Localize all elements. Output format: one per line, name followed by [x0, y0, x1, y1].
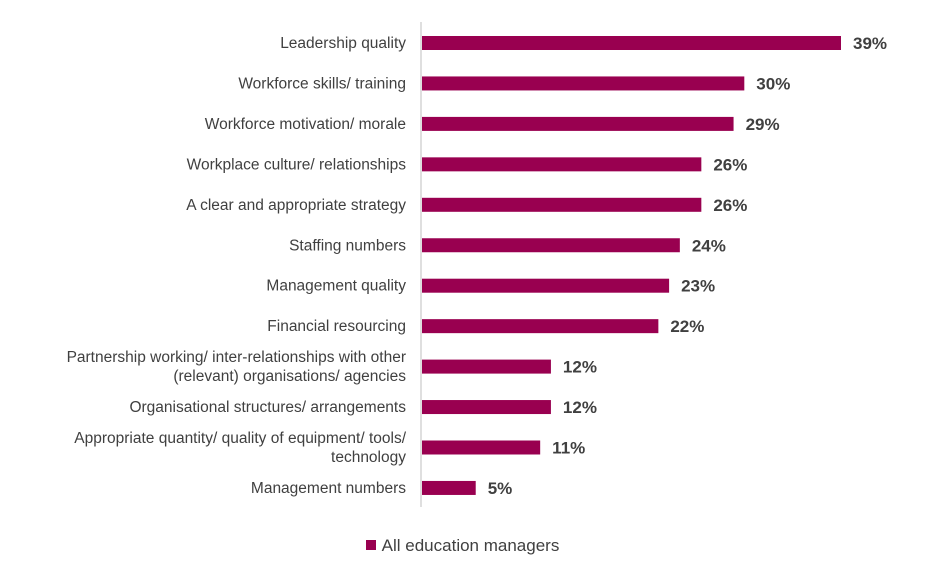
category-label-line: Management numbers [251, 480, 406, 497]
category-label-line: Leadership quality [280, 35, 406, 52]
data-label: 12% [563, 398, 597, 417]
legend-label: All education managers [381, 536, 560, 555]
bar [422, 278, 670, 293]
bar [422, 359, 551, 374]
category-label: A clear and appropriate strategy [186, 197, 406, 214]
category-label-line: Partnership working/ inter-relationships… [67, 349, 406, 366]
data-label: 11% [552, 439, 585, 458]
category-label-line: (relevant) organisations/ agencies [173, 368, 406, 385]
category-label-line: Staffing numbers [289, 237, 406, 254]
data-label: 12% [563, 358, 597, 377]
category-label: Management quality [266, 278, 406, 295]
bar [422, 197, 702, 212]
category-label-line: A clear and appropriate strategy [186, 197, 406, 214]
category-label: Workplace culture/ relationships [187, 156, 407, 173]
category-label: Appropriate quantity/ quality of equipme… [74, 430, 406, 466]
bar [422, 36, 841, 50]
data-label: 22% [670, 317, 704, 336]
data-label: 24% [692, 236, 726, 255]
bar [422, 116, 734, 131]
category-label: Workforce motivation/ morale [205, 116, 406, 133]
category-label: Workforce skills/ training [238, 75, 406, 92]
category-label-line: Appropriate quantity/ quality of equipme… [74, 430, 406, 447]
category-label-line: technology [331, 449, 406, 466]
category-label-line: Workplace culture/ relationships [187, 156, 407, 173]
category-label: Financial resourcing [267, 318, 406, 335]
legend-swatch [365, 540, 376, 550]
category-label: Staffing numbers [289, 237, 406, 254]
data-label: 30% [756, 74, 790, 93]
legend: All education managers [0, 536, 925, 556]
category-label-line: Workforce skills/ training [238, 75, 406, 92]
bar [422, 157, 702, 172]
bar [422, 440, 541, 455]
bar [422, 480, 476, 495]
category-label: Leadership quality [280, 35, 406, 52]
category-label-line: Management quality [266, 278, 406, 295]
category-label: Organisational structures/ arrangements [129, 399, 406, 416]
data-label: 39% [853, 34, 887, 53]
category-label-line: Organisational structures/ arrangements [129, 399, 406, 416]
data-label: 26% [713, 155, 747, 174]
bar [422, 238, 680, 253]
category-label: Management numbers [251, 480, 406, 497]
category-labels-group: Leadership quality Workforce skills/ trai… [67, 35, 407, 497]
data-label: 29% [746, 115, 780, 134]
category-label-line: Financial resourcing [267, 318, 406, 335]
data-label: 5% [488, 479, 513, 498]
bar [422, 319, 659, 334]
category-label-line: Workforce motivation/ morale [205, 116, 406, 133]
data-label: 26% [713, 196, 747, 215]
category-label: Partnership working/ inter-relationships… [67, 349, 407, 385]
bars-group [422, 36, 841, 495]
value-labels-group: 39% 30% 29% 26% 26% 24% 23% 22% 12% 12% 11% 5% [488, 34, 887, 498]
data-label: 23% [681, 277, 715, 296]
bar [422, 400, 551, 415]
bar [422, 76, 745, 91]
